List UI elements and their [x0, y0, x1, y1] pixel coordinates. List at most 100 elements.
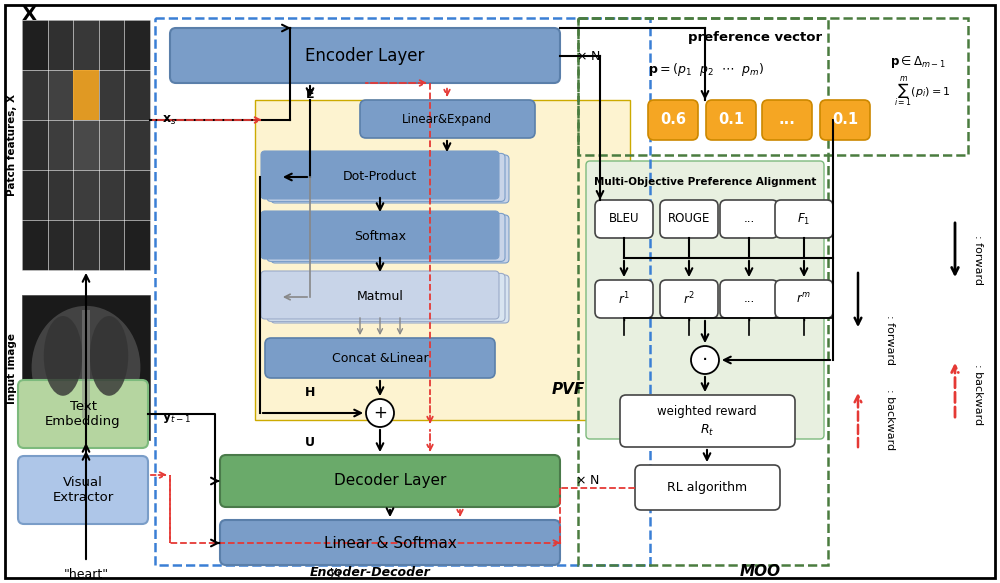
Bar [73, 170, 99, 220]
FancyBboxPatch shape [271, 275, 509, 323]
FancyBboxPatch shape [271, 215, 509, 263]
Text: ...: ... [743, 212, 755, 226]
Bar [48, 170, 73, 220]
FancyBboxPatch shape [620, 395, 795, 447]
Bar [124, 20, 150, 70]
Bar [48, 120, 73, 170]
FancyBboxPatch shape [720, 280, 778, 318]
Text: : forward: : forward [885, 315, 895, 365]
Text: $y_t$: $y_t$ [329, 566, 341, 580]
Text: Decoder Layer: Decoder Layer [334, 473, 446, 489]
FancyBboxPatch shape [660, 280, 718, 318]
Bar [22, 20, 48, 70]
Ellipse shape [44, 316, 82, 396]
Text: Linear & Softmax: Linear & Softmax [324, 536, 456, 550]
Text: $\mathbf{p}\in\Delta_{m-1}$: $\mathbf{p}\in\Delta_{m-1}$ [890, 54, 946, 70]
Text: : forward: : forward [973, 235, 983, 285]
Bar [48, 220, 73, 270]
FancyBboxPatch shape [271, 155, 509, 203]
Text: U: U [305, 437, 315, 449]
Text: $\sum_{i=1}^{m}(p_i)=1$: $\sum_{i=1}^{m}(p_i)=1$ [894, 75, 950, 109]
Text: MOO: MOO [739, 564, 781, 580]
Text: ROUGE: ROUGE [668, 212, 710, 226]
Bar [22, 295, 150, 440]
Text: $F_1$: $F_1$ [797, 212, 811, 227]
Bar [99, 20, 124, 70]
FancyBboxPatch shape [267, 213, 505, 261]
FancyBboxPatch shape [648, 100, 698, 140]
Text: Patch features, X: Patch features, X [7, 94, 17, 196]
Bar [124, 220, 150, 270]
FancyBboxPatch shape [775, 280, 833, 318]
Text: 0.6: 0.6 [660, 113, 686, 128]
Bar [73, 20, 99, 70]
Bar [73, 70, 99, 120]
Circle shape [366, 399, 394, 427]
Ellipse shape [90, 316, 128, 396]
FancyBboxPatch shape [261, 211, 499, 259]
FancyBboxPatch shape [595, 200, 653, 238]
Bar [99, 120, 124, 170]
FancyBboxPatch shape [706, 100, 756, 140]
FancyBboxPatch shape [220, 520, 560, 565]
Bar [48, 70, 73, 120]
Text: Matmul: Matmul [357, 290, 403, 304]
Text: $\mathbf{y}_{t-1}$: $\mathbf{y}_{t-1}$ [162, 411, 191, 425]
FancyBboxPatch shape [720, 200, 778, 238]
Text: "heart": "heart" [63, 568, 109, 581]
FancyBboxPatch shape [586, 161, 824, 439]
FancyBboxPatch shape [360, 100, 535, 138]
FancyBboxPatch shape [762, 100, 812, 140]
Text: ...: ... [779, 113, 795, 128]
Bar [99, 170, 124, 220]
Bar [124, 70, 150, 120]
Text: : backward: : backward [973, 364, 983, 426]
FancyBboxPatch shape [170, 28, 560, 83]
Bar [82, 310, 90, 418]
Text: $\mathbf{p} = (p_1\ \ p_2\ \ \cdots\ \ p_m)$: $\mathbf{p} = (p_1\ \ p_2\ \ \cdots\ \ p… [648, 61, 764, 79]
Text: Encoder-Decoder: Encoder-Decoder [310, 566, 430, 578]
Bar [22, 120, 48, 170]
Text: PVF: PVF [551, 382, 585, 398]
Text: Encoder Layer: Encoder Layer [305, 47, 425, 65]
FancyBboxPatch shape [267, 273, 505, 321]
Text: $\mathbf{x}_s$: $\mathbf{x}_s$ [162, 114, 177, 127]
Text: BLEU: BLEU [609, 212, 639, 226]
Text: Input image: Input image [7, 332, 17, 403]
Text: 0.1: 0.1 [832, 113, 858, 128]
FancyBboxPatch shape [775, 200, 833, 238]
FancyBboxPatch shape [265, 338, 495, 378]
Bar [22, 20, 150, 270]
Bar [48, 20, 73, 70]
Text: H: H [305, 387, 315, 399]
FancyBboxPatch shape [595, 280, 653, 318]
Text: Concat &Linear: Concat &Linear [332, 352, 428, 364]
Text: $R_t$: $R_t$ [700, 423, 714, 438]
FancyBboxPatch shape [267, 153, 505, 201]
FancyBboxPatch shape [261, 151, 499, 199]
Bar [99, 220, 124, 270]
Text: $r^2$: $r^2$ [683, 291, 695, 307]
Text: $r^1$: $r^1$ [618, 291, 630, 307]
Bar [255, 100, 630, 420]
Bar [73, 220, 99, 270]
Bar [22, 70, 48, 120]
FancyBboxPatch shape [18, 456, 148, 524]
Text: Text
Embedding: Text Embedding [45, 400, 121, 428]
Bar [99, 70, 124, 120]
Text: $\times$ N: $\times$ N [576, 50, 601, 62]
Text: preference vector: preference vector [688, 31, 822, 44]
Text: X: X [22, 5, 37, 23]
Text: Linear&Expand: Linear&Expand [402, 113, 492, 125]
Bar [22, 220, 48, 270]
Text: Visual
Extractor: Visual Extractor [52, 476, 114, 504]
Text: ·: · [702, 350, 708, 370]
FancyBboxPatch shape [635, 465, 780, 510]
FancyBboxPatch shape [18, 380, 148, 448]
FancyBboxPatch shape [220, 455, 560, 507]
Bar [124, 120, 150, 170]
Text: +: + [373, 404, 387, 422]
Text: 0.1: 0.1 [718, 113, 744, 128]
Text: weighted reward: weighted reward [657, 406, 757, 419]
Text: ...: ... [743, 293, 755, 305]
